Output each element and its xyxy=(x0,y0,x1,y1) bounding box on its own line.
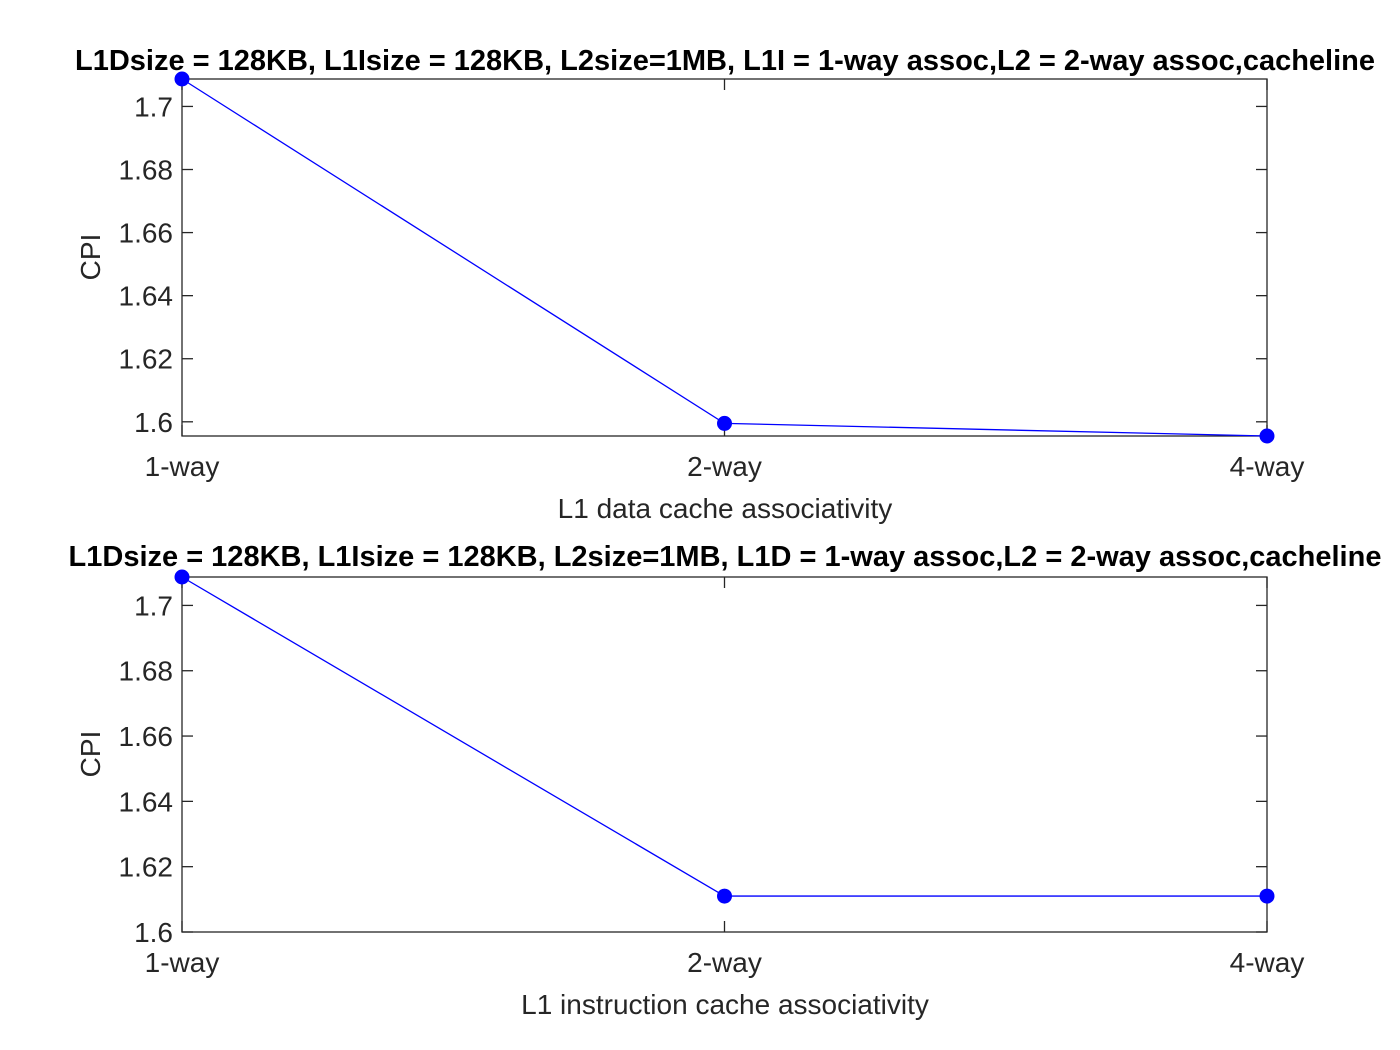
y-tick-label: 1.68 xyxy=(119,656,174,687)
x-tick-label: 2-way xyxy=(687,947,762,978)
y-tick-label: 1.6 xyxy=(134,917,173,948)
y-ticks: 1.6 1.62 1.64 1.66 1.68 1.7 xyxy=(119,590,1267,948)
series-line xyxy=(174,71,1275,444)
data-point xyxy=(174,71,190,87)
y-tick-label: 1.7 xyxy=(134,91,173,122)
data-point xyxy=(1259,428,1275,444)
x-tick-label: 1-way xyxy=(145,451,220,482)
y-tick-label: 1.7 xyxy=(134,590,173,621)
plot-box xyxy=(181,78,1268,437)
subplot-title: L1Dsize = 128KB, L1Isize = 128KB, L2size… xyxy=(69,541,1382,573)
y-axis-label: CPI xyxy=(75,731,106,778)
data-point xyxy=(174,569,190,585)
x-ticks: 1-way 2-way 4-way xyxy=(145,79,1305,482)
x-tick-label: 2-way xyxy=(687,451,762,482)
y-tick-label: 1.64 xyxy=(119,281,174,312)
x-axis-label: L1 data cache associativity xyxy=(558,493,893,524)
y-tick-label: 1.66 xyxy=(119,218,174,249)
y-ticks: 1.6 1.62 1.64 1.66 1.68 1.7 xyxy=(119,91,1267,438)
subplot-title: L1Dsize = 128KB, L1Isize = 128KB, L2size… xyxy=(75,45,1375,77)
data-point xyxy=(1259,888,1275,904)
y-tick-label: 1.68 xyxy=(119,155,174,186)
x-tick-label: 4-way xyxy=(1230,947,1305,978)
series-line xyxy=(174,569,1275,904)
x-tick-label: 1-way xyxy=(145,947,220,978)
x-axis-label: L1 instruction cache associativity xyxy=(521,989,929,1020)
y-tick-label: 1.64 xyxy=(119,786,174,817)
y-tick-label: 1.62 xyxy=(119,852,174,883)
y-tick-label: 1.6 xyxy=(134,407,173,438)
x-ticks: 1-way 2-way 4-way xyxy=(145,577,1305,978)
y-tick-label: 1.66 xyxy=(119,721,174,752)
y-axis-label: CPI xyxy=(75,234,106,281)
subplot-top: L1Dsize = 128KB, L1Isize = 128KB, L2size… xyxy=(75,45,1375,524)
y-tick-label: 1.62 xyxy=(119,344,174,375)
plot-box xyxy=(181,576,1268,933)
subplot-bottom: L1Dsize = 128KB, L1Isize = 128KB, L2size… xyxy=(69,541,1382,1020)
data-point xyxy=(717,415,732,431)
x-tick-label: 4-way xyxy=(1230,451,1305,482)
data-point xyxy=(717,888,732,904)
